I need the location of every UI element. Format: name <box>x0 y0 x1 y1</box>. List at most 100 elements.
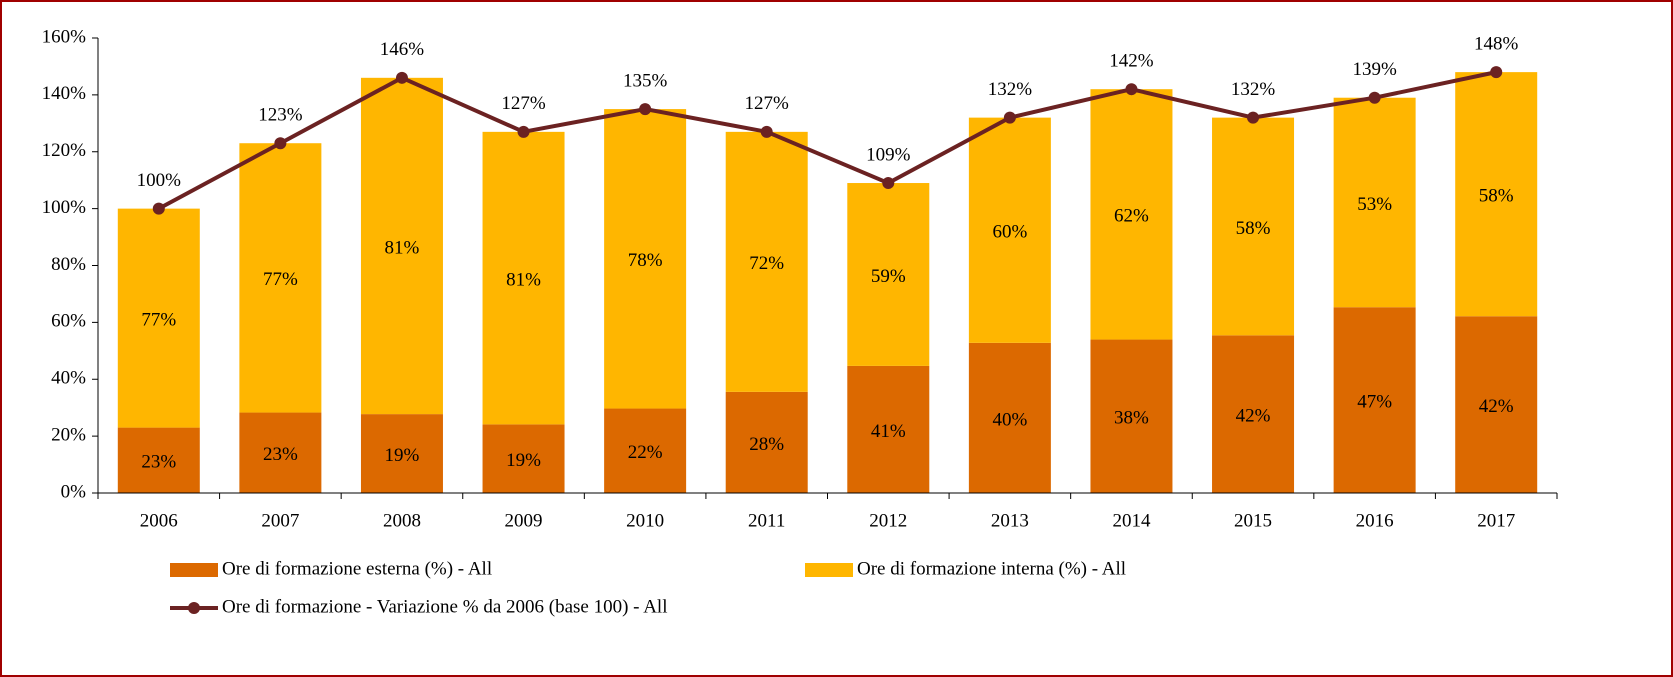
data-label: 60% <box>992 222 1027 243</box>
x-tick-label: 2013 <box>991 510 1029 531</box>
y-tick-label: 80% <box>51 254 86 275</box>
data-label: 58% <box>1236 218 1271 239</box>
bar-segment <box>968 117 1051 343</box>
data-label: 146% <box>380 39 425 60</box>
data-label: 19% <box>506 450 541 471</box>
line-marker <box>882 177 895 190</box>
data-label: 127% <box>501 93 546 114</box>
data-label: 40% <box>992 409 1027 430</box>
legend-marker <box>188 602 200 614</box>
data-label: 77% <box>263 269 298 290</box>
bar-segment <box>1333 97 1416 308</box>
data-label: 72% <box>749 253 784 274</box>
data-label: 58% <box>1479 186 1514 207</box>
data-label: 132% <box>1231 79 1276 100</box>
y-tick-label: 20% <box>51 424 86 445</box>
y-tick-label: 60% <box>51 311 86 332</box>
line-marker <box>1247 111 1260 124</box>
x-tick-label: 2009 <box>505 510 543 531</box>
legend-label: Ore di formazione interna (%) - All <box>857 558 1126 579</box>
line-marker <box>639 103 652 116</box>
line-marker <box>1368 91 1381 104</box>
bar-segment <box>968 342 1051 493</box>
line-marker <box>517 125 530 138</box>
line-marker <box>1125 83 1138 96</box>
line-marker <box>274 137 287 150</box>
x-tick-label: 2007 <box>261 510 299 531</box>
bar-segment <box>239 143 322 413</box>
legend-label: Ore di formazione esterna (%) - All <box>222 558 492 579</box>
data-label: 135% <box>623 70 668 91</box>
y-tick-label: 120% <box>42 140 87 161</box>
data-label: 62% <box>1114 206 1149 227</box>
data-label: 22% <box>628 442 663 463</box>
x-tick-label: 2011 <box>748 510 785 531</box>
bar-segment <box>117 208 200 428</box>
y-tick-label: 160% <box>42 26 87 47</box>
bar-segment <box>239 412 322 493</box>
bar-segment <box>1090 89 1173 340</box>
bar-segment <box>482 131 565 425</box>
y-tick-label: 140% <box>42 83 87 104</box>
bar-segment <box>117 427 200 493</box>
y-tick-label: 100% <box>42 197 87 218</box>
bar-segment <box>847 183 930 366</box>
data-label: 47% <box>1357 391 1392 412</box>
data-label: 127% <box>745 93 790 114</box>
x-tick-label: 2006 <box>140 510 178 531</box>
data-label: 142% <box>1109 51 1154 72</box>
data-label: 77% <box>141 309 176 330</box>
data-label: 38% <box>1114 408 1149 429</box>
line-marker <box>1490 66 1503 79</box>
data-label: 19% <box>385 445 420 466</box>
data-label: 81% <box>506 269 541 290</box>
bar-segment <box>1212 117 1295 336</box>
legend-swatch <box>805 563 853 577</box>
data-label: 42% <box>1236 406 1271 427</box>
data-label: 23% <box>263 444 298 465</box>
bar-segment <box>1090 339 1173 493</box>
bar-segment <box>604 408 687 493</box>
bar-segment <box>1333 307 1416 493</box>
legend-label: Ore di formazione - Variazione % da 2006… <box>222 596 667 617</box>
line <box>157 70 1497 211</box>
data-label: 23% <box>141 452 176 473</box>
bar-segment <box>725 391 808 493</box>
data-label: 109% <box>866 144 911 165</box>
data-label: 123% <box>258 105 303 126</box>
data-label: 78% <box>628 250 663 271</box>
data-label: 53% <box>1357 194 1392 215</box>
data-label: 28% <box>749 434 784 455</box>
x-tick-label: 2012 <box>869 510 907 531</box>
x-tick-label: 2017 <box>1477 510 1515 531</box>
bar-segment <box>725 131 808 392</box>
data-label: 100% <box>137 170 182 191</box>
x-tick-label: 2010 <box>626 510 664 531</box>
x-tick-label: 2014 <box>1112 510 1151 531</box>
bar-segment <box>482 424 565 493</box>
bar-segment <box>604 109 687 409</box>
data-label: 81% <box>385 237 420 258</box>
bar-segment <box>847 365 930 493</box>
y-tick-label: 0% <box>61 481 87 502</box>
data-label: 139% <box>1352 59 1397 80</box>
line-marker <box>395 71 408 84</box>
line-marker <box>760 125 773 138</box>
x-tick-label: 2008 <box>383 510 421 531</box>
data-label: 42% <box>1479 396 1514 417</box>
bar-segment <box>1455 316 1538 493</box>
bar-segment <box>360 414 443 493</box>
data-label: 148% <box>1474 33 1519 54</box>
data-label: 59% <box>871 266 906 287</box>
bar-segment <box>1455 72 1538 317</box>
x-tick-label: 2015 <box>1234 510 1272 531</box>
y-tick-label: 40% <box>51 368 86 389</box>
x-tick-label: 2016 <box>1356 510 1394 531</box>
data-label: 132% <box>988 79 1033 100</box>
bar-segment <box>1212 335 1295 493</box>
data-label: 41% <box>871 421 906 442</box>
line-marker <box>152 202 165 215</box>
line-marker <box>1003 111 1016 124</box>
bar-segment <box>360 77 443 415</box>
